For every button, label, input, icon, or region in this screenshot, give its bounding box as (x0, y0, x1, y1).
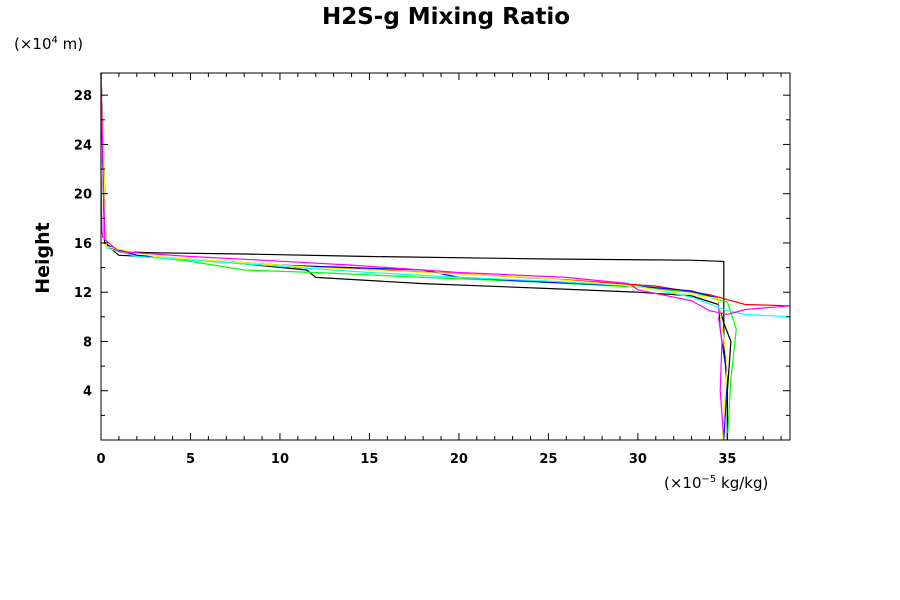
chart-title: H2S-g Mixing Ratio (322, 4, 570, 30)
y-tick-label: 16 (74, 237, 92, 252)
x-tick-label: 25 (539, 452, 557, 467)
x-tick-label: 10 (271, 452, 289, 467)
plot-frame (100, 72, 791, 441)
series-line-6 (100, 72, 729, 441)
series-line-5 (100, 72, 791, 318)
series-line-7 (100, 72, 791, 316)
y-axis-unit: (×104 m) (14, 35, 83, 53)
x-tick-label: 5 (186, 452, 195, 467)
x-tick-label: 35 (718, 452, 736, 467)
y-tick-label: 24 (74, 138, 92, 153)
y-axis-label: Height (32, 222, 54, 294)
x-axis-unit: (×10−5 kg/kg) (664, 474, 768, 492)
y-tick-label: 12 (74, 286, 92, 301)
x-tick-label: 30 (629, 452, 647, 467)
series-layer (100, 72, 791, 441)
y-tick-label: 20 (74, 188, 92, 203)
x-tick-label: 15 (360, 452, 378, 467)
y-tick-label: 28 (74, 89, 92, 104)
y-tick-label: 8 (83, 335, 92, 350)
y-tick-label: 4 (83, 385, 92, 400)
x-tick-label: 0 (96, 452, 105, 467)
x-tick-label: 20 (450, 452, 468, 467)
series-line-8 (717, 316, 725, 441)
tick-layer: 0 5 10 15 20 25 30 35 4 8 12 16 20 24 28 (74, 73, 790, 467)
